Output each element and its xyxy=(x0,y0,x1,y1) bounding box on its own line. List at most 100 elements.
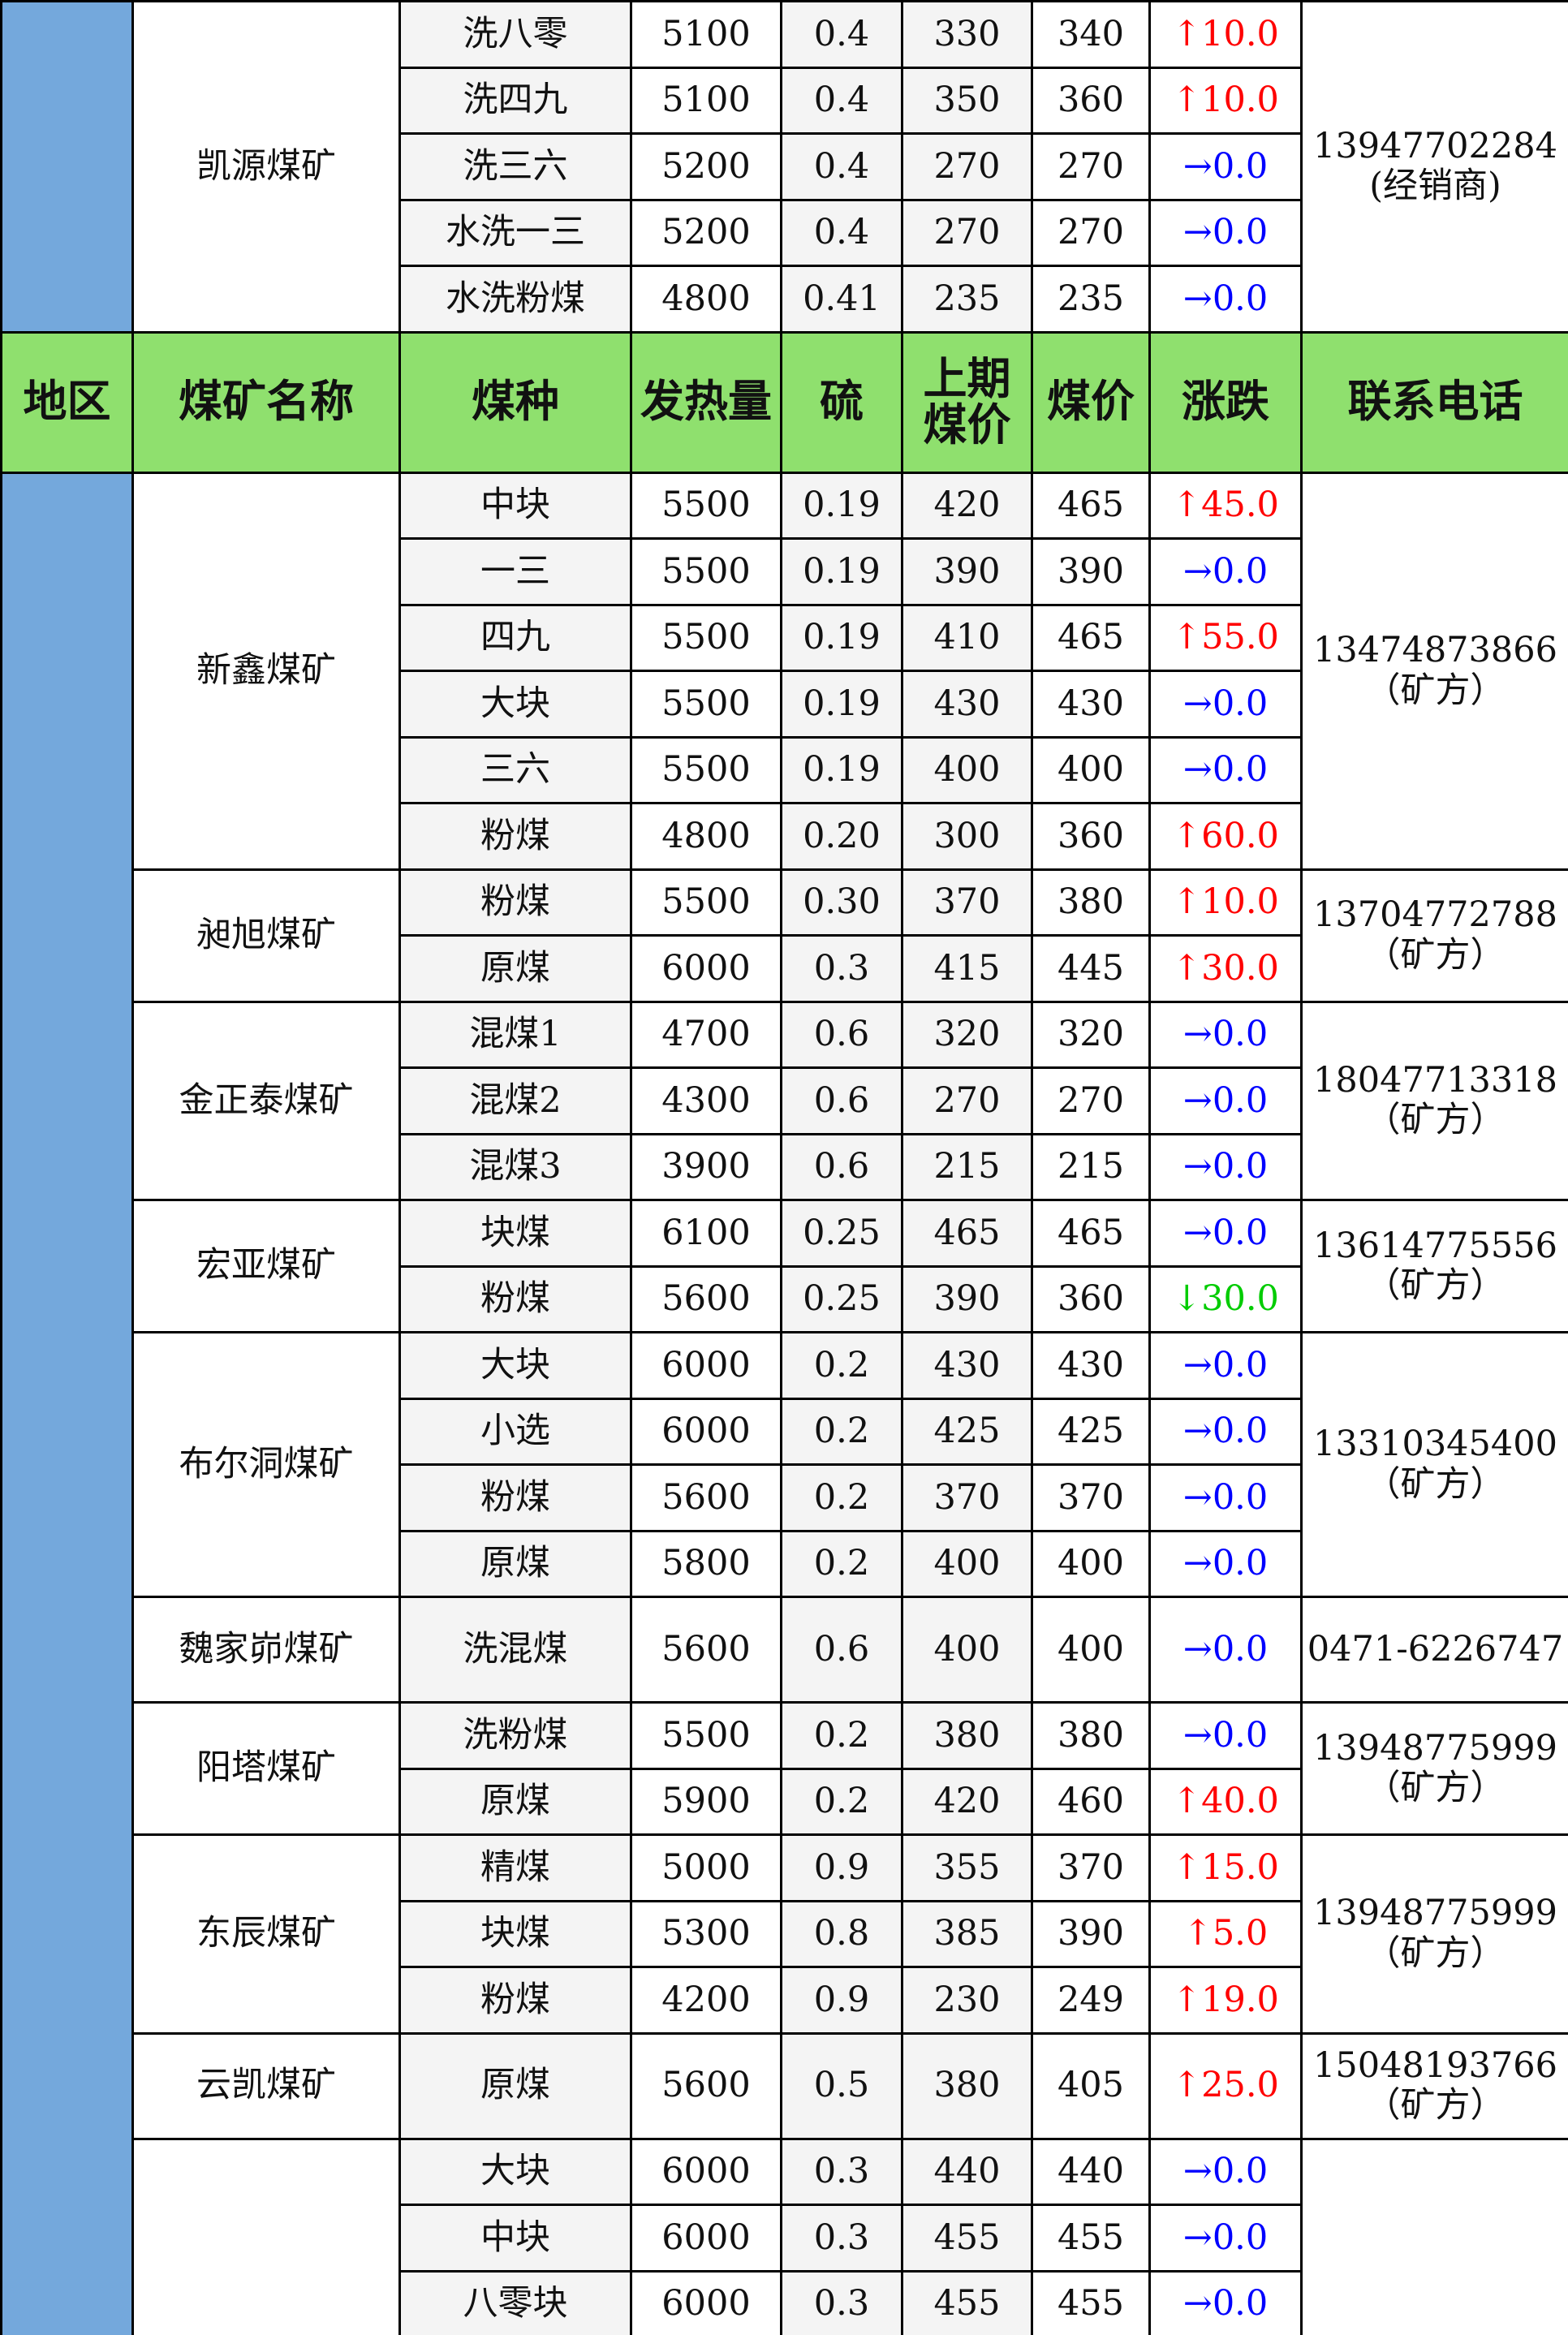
header-cell: 硫 xyxy=(780,330,903,474)
change-cell: ↑10.0 xyxy=(1148,66,1303,135)
phone-note: （矿方） xyxy=(1365,1100,1506,1141)
change-cell: ↑60.0 xyxy=(1148,802,1303,871)
cell-prev: 270 xyxy=(901,132,1033,201)
cell-type: 混煤1 xyxy=(398,1000,632,1069)
trend-arrow: ↑ xyxy=(1172,1781,1202,1822)
trend-arrow: → xyxy=(1182,1476,1213,1518)
contact-phone: 13614775556 （矿方） xyxy=(1300,1199,1568,1333)
table-row: 原煤 6000 0.3 415 445 ↑30.0 xyxy=(2,934,1568,1003)
cell-prev: 390 xyxy=(901,537,1033,606)
mine-name: 凯源煤矿 xyxy=(131,0,401,334)
mine-name xyxy=(131,2137,401,2335)
cell-prev: 270 xyxy=(901,1066,1033,1135)
cell-heat: 5000 xyxy=(630,1833,782,1902)
change-cell: →0.0 xyxy=(1148,537,1303,606)
phone-note: （矿方） xyxy=(1365,670,1506,711)
cell-price: 380 xyxy=(1031,1701,1151,1770)
cell-type: 小选 xyxy=(398,1397,632,1466)
cell-price: 235 xyxy=(1031,265,1151,334)
trend-arrow: ↑ xyxy=(1172,1979,1202,2020)
change-cell: ↑30.0 xyxy=(1148,934,1303,1003)
trend-arrow: ↑ xyxy=(1172,2065,1202,2106)
mine-name: 宏亚煤矿 xyxy=(131,1199,401,1333)
cell-prev: 455 xyxy=(901,2204,1033,2273)
phone-number: 0471-6226747 xyxy=(1307,1628,1564,1669)
table-row: 大块 5500 0.19 430 430 →0.0 xyxy=(2,670,1568,739)
cell-type: 原煤 xyxy=(398,934,632,1003)
change-cell: →0.0 xyxy=(1148,1701,1303,1770)
change-value: 0.0 xyxy=(1212,278,1269,319)
cell-heat: 5800 xyxy=(630,1529,782,1598)
cell-price: 320 xyxy=(1031,1000,1151,1069)
cell-heat: 5500 xyxy=(630,735,782,804)
cell-price: 405 xyxy=(1031,2031,1151,2140)
change-value: 40.0 xyxy=(1201,1781,1279,1822)
cell-sulfur: 0.4 xyxy=(780,132,903,201)
cell-price: 460 xyxy=(1031,1767,1151,1836)
table-row: 粉煤 4800 0.20 300 360 ↑60.0 xyxy=(2,802,1568,871)
cell-prev: 410 xyxy=(901,603,1033,672)
table-row: 宏亚煤矿 块煤 6100 0.25 465 465 →0.0 13614775556 （矿方） xyxy=(2,1199,1568,1333)
change-cell: →0.0 xyxy=(1148,1000,1303,1069)
phone-note: （矿方） xyxy=(1365,2085,1506,2126)
trend-arrow: ↑ xyxy=(1172,881,1202,923)
cell-price: 370 xyxy=(1031,1833,1151,1902)
trend-arrow: → xyxy=(1182,683,1213,724)
cell-heat: 5100 xyxy=(630,0,782,69)
cell-price: 445 xyxy=(1031,934,1151,1003)
header-cell: 煤价 xyxy=(1031,330,1151,474)
cell-sulfur: 0.2 xyxy=(780,1397,903,1466)
cell-prev: 430 xyxy=(901,670,1033,739)
table-row: 阳塔煤矿 洗粉煤 5500 0.2 380 380 →0.0 13948775999 （矿方） xyxy=(2,1701,1568,1836)
table-row: 原煤 5900 0.2 420 460 ↑40.0 xyxy=(2,1767,1568,1836)
mine-name: 金正泰煤矿 xyxy=(131,1000,401,1201)
contact-phone: 0471-6226747 xyxy=(1300,1596,1568,1704)
cell-sulfur: 0.9 xyxy=(780,1833,903,1902)
cell-heat: 5500 xyxy=(630,868,782,937)
cell-heat: 5600 xyxy=(630,1596,782,1704)
phone-number: 13614775556 xyxy=(1313,1225,1557,1266)
cell-heat: 5200 xyxy=(630,198,782,267)
trend-arrow: → xyxy=(1182,2217,1213,2258)
mine-name: 云凯煤矿 xyxy=(131,2031,401,2140)
cell-price: 390 xyxy=(1031,537,1151,606)
phone-number: 13310345400 xyxy=(1313,1424,1557,1465)
cell-prev: 385 xyxy=(901,1899,1033,1968)
cell-type: 大块 xyxy=(398,670,632,739)
change-cell: ↑55.0 xyxy=(1148,603,1303,672)
trend-arrow: ↑ xyxy=(1172,80,1202,121)
cell-prev: 430 xyxy=(901,1331,1033,1400)
cell-type: 洗四九 xyxy=(398,66,632,135)
cell-heat: 5900 xyxy=(630,1767,782,1836)
change-value: 0.0 xyxy=(1212,1411,1269,1452)
cell-heat: 6100 xyxy=(630,1199,782,1268)
change-cell: →0.0 xyxy=(1148,735,1303,804)
cell-heat: 6000 xyxy=(630,2269,782,2335)
change-cell: →0.0 xyxy=(1148,1596,1303,1704)
table-row: 新鑫煤矿 中块 5500 0.19 420 465 ↑45.0 13474873866 （矿方） xyxy=(0,471,1568,2335)
table-row: 昶旭煤矿 粉煤 5500 0.30 370 380 ↑10.0 13704772788 （矿方） xyxy=(2,868,1568,1003)
cell-heat: 5500 xyxy=(630,537,782,606)
trend-arrow: → xyxy=(1182,2151,1213,2192)
cell-prev: 330 xyxy=(901,0,1033,69)
change-value: 0.0 xyxy=(1212,1628,1269,1669)
cell-sulfur: 0.3 xyxy=(780,2137,903,2206)
header-row: 地区 煤矿名称 煤种 发热量硫上期煤价 煤价 涨跌 联系电话 xyxy=(0,330,1568,474)
cell-type: 大块 xyxy=(398,1331,632,1400)
cell-prev: 380 xyxy=(901,2031,1033,2140)
change-value: 19.0 xyxy=(1201,1979,1279,2020)
phone-number: 13474873866 xyxy=(1313,630,1557,671)
cell-sulfur: 0.4 xyxy=(780,0,903,69)
change-value: 0.0 xyxy=(1212,145,1269,187)
cell-type: 精煤 xyxy=(398,1833,632,1902)
mine-name: 阳塔煤矿 xyxy=(131,1701,401,1836)
cell-heat: 6000 xyxy=(630,1397,782,1466)
cell-price: 430 xyxy=(1031,670,1151,739)
contact-phone: 13948775999 （矿方） xyxy=(1300,1833,1568,2035)
trend-arrow: → xyxy=(1182,145,1213,187)
cell-price: 215 xyxy=(1031,1132,1151,1201)
phone-number: 15048193766 xyxy=(1313,2044,1557,2086)
cell-price: 400 xyxy=(1031,735,1151,804)
cell-sulfur: 0.25 xyxy=(780,1199,903,1268)
cell-sulfur: 0.5 xyxy=(780,2031,903,2140)
